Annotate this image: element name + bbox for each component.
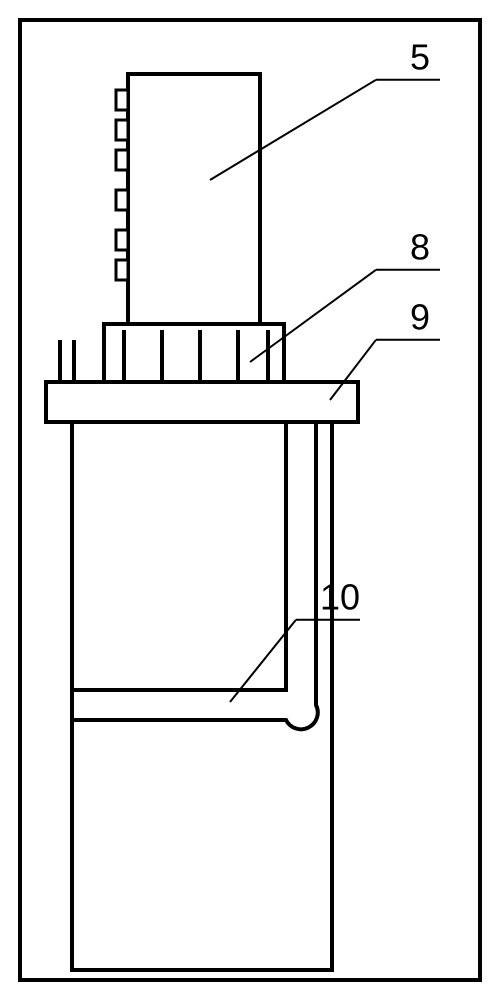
top-block-notch-4 [116, 230, 128, 250]
label-l9: 9 [410, 297, 430, 338]
top-block-5 [128, 74, 260, 324]
top-block-notch-3 [116, 190, 128, 210]
flange-9 [46, 382, 358, 422]
label-l5: 5 [410, 37, 430, 78]
top-block-notch-2 [116, 150, 128, 170]
top-block-notch-0 [116, 90, 128, 110]
top-block-notch-5 [116, 260, 128, 280]
label-l10: 10 [320, 577, 360, 618]
label-l8: 8 [410, 227, 430, 268]
base-8 [104, 324, 284, 382]
top-block-notch-1 [116, 120, 128, 140]
